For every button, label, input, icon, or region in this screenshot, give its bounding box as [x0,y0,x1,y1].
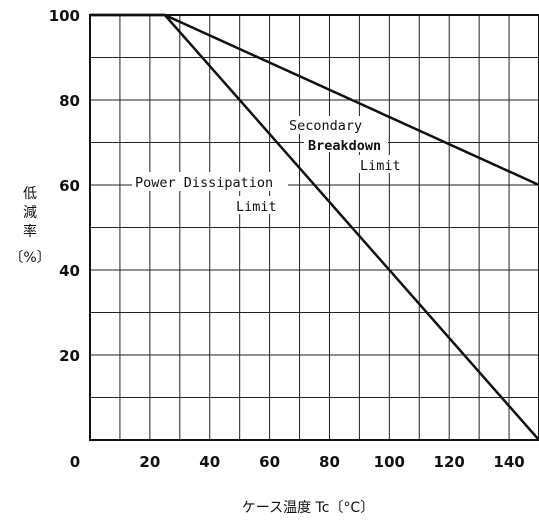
x-tick-labels: 0 20 40 60 80 100 120 140 [70,453,525,471]
y-axis-label-unit: 〔%〕 [9,250,50,266]
annotation-power-line1: Power Dissipation [135,175,273,191]
x-tick-label: 140 [493,453,524,471]
y-tick-label: 60 [59,177,80,195]
x-tick-label: 60 [259,453,280,471]
annotation-secondary-line3: Limit [360,158,401,174]
x-tick-label: 40 [199,453,220,471]
annotation-power-line2: Limit [236,199,277,215]
y-axis-label-char2: 減 [23,204,37,221]
y-tick-label: 40 [59,262,80,280]
y-tick-label: 100 [49,7,80,25]
y-tick-label: 20 [59,347,80,365]
annotation-power-dissipation: Power Dissipation Limit [132,172,288,215]
x-tick-label: 120 [434,453,465,471]
x-tick-label: 100 [374,453,405,471]
x-tick-label: 20 [139,453,160,471]
y-axis-label-char1: 低 [23,186,37,202]
plot-frame [89,14,539,441]
y-tick-label: 80 [59,92,80,110]
x-tick-label: 0 [70,453,80,471]
y-axis-label: 低 減 率 〔%〕 [9,186,50,266]
x-axis-label: ケース温度 Tc〔°C〕 [242,500,374,516]
y-tick-labels: 20 40 60 80 100 [49,7,80,365]
grid-lines [90,15,539,440]
x-tick-label: 80 [319,453,340,471]
annotation-secondary-breakdown: Secondary Breakdown Limit [286,116,406,174]
y-axis-label-char3: 率 [23,223,37,240]
annotation-secondary-line2: Breakdown [308,138,381,154]
annotation-secondary-line1: Secondary [289,118,362,134]
